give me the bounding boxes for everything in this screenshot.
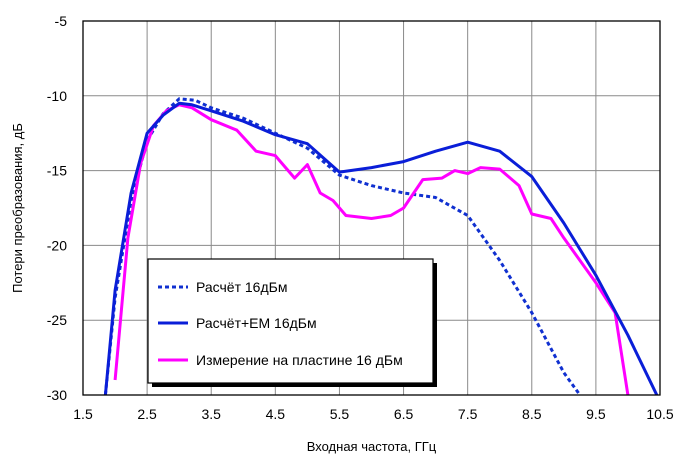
- legend: Расчёт 16дБм Расчёт+EM 16дБм Измерение на …: [147, 258, 437, 387]
- x-tick-label: 2.5: [137, 406, 157, 422]
- x-tick-labels: 1.5 2.5 3.5 4.5 5.5 6.5 7.5 8.5 9.5 10.5: [73, 406, 674, 422]
- x-tick-label: 9.5: [586, 406, 606, 422]
- legend-label: Расчёт+EM 16дБм: [196, 315, 317, 331]
- y-tick-label: -5: [55, 13, 68, 29]
- y-tick-label: -30: [47, 387, 67, 403]
- y-axis-label: Потери преобразования, дБ: [10, 123, 25, 293]
- y-tick-label: -25: [47, 312, 67, 328]
- x-tick-label: 5.5: [330, 406, 350, 422]
- series-line-2: [113, 103, 630, 395]
- series-layer: [103, 97, 659, 395]
- legend-box: [147, 258, 434, 384]
- x-tick-label: 10.5: [646, 406, 673, 422]
- x-tick-label: 7.5: [458, 406, 478, 422]
- y-tick-label: -20: [47, 237, 67, 253]
- legend-label: Измерение на пластине 16 дБм: [196, 352, 403, 368]
- x-tick-label: 6.5: [394, 406, 414, 422]
- series-line-0: [103, 97, 582, 395]
- y-tick-label: -15: [47, 163, 67, 179]
- x-tick-label: 3.5: [201, 406, 221, 422]
- legend-label: Расчёт 16дБм: [196, 279, 287, 295]
- x-tick-label: 1.5: [73, 406, 93, 422]
- x-tick-label: 4.5: [266, 406, 286, 422]
- plot-frame: [82, 20, 661, 396]
- y-tick-label: -10: [47, 88, 67, 104]
- y-tick-labels: -5 -10 -15 -20 -25 -30: [47, 13, 67, 403]
- x-tick-label: 8.5: [522, 406, 542, 422]
- series-line-1: [103, 101, 659, 395]
- x-axis-label: Входная частота, ГГц: [307, 439, 437, 454]
